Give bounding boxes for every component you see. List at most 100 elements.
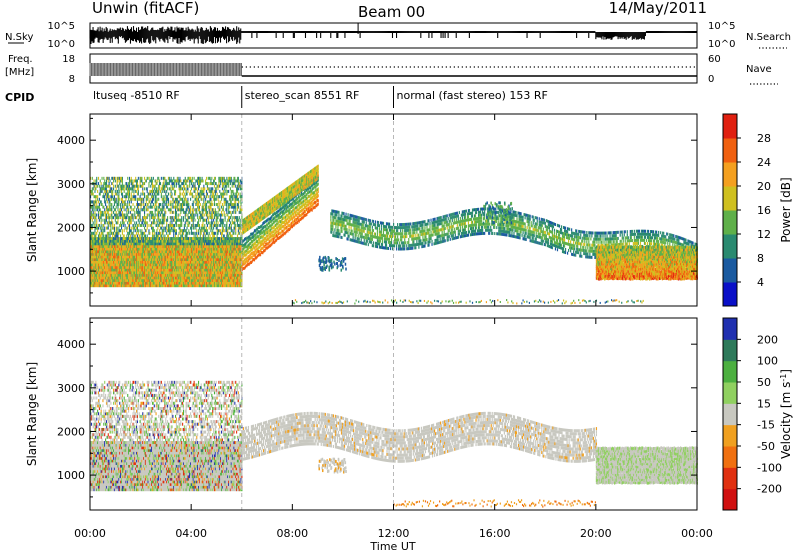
echo-cell <box>159 242 162 246</box>
echo-cell <box>159 281 161 285</box>
echo-cell <box>122 187 124 191</box>
echo-cell <box>202 273 204 277</box>
echo-cell <box>150 203 152 207</box>
echo-cell <box>130 182 132 186</box>
echo-cell <box>164 276 166 280</box>
echo-cell <box>190 242 193 246</box>
echo-cell <box>172 197 174 201</box>
echo-cell <box>182 247 184 251</box>
echo-cell <box>185 276 187 280</box>
echo-cell <box>122 252 124 256</box>
echo-cell <box>126 258 128 261</box>
echo-cell <box>171 284 173 288</box>
echo-cell <box>205 192 208 196</box>
echo-cell <box>131 260 133 264</box>
echo-cell <box>116 182 118 186</box>
echo-cell <box>168 223 170 227</box>
echo-cell <box>104 229 106 233</box>
echo-cell <box>186 242 188 246</box>
echo-cell <box>201 237 203 241</box>
echo-cell <box>94 271 96 275</box>
echo-cell <box>196 229 198 233</box>
echo-cell <box>131 263 133 267</box>
echo-cell <box>97 252 99 256</box>
echo-cell <box>149 218 151 222</box>
echo-cell <box>141 284 143 288</box>
echo-cell <box>202 223 204 227</box>
echo-cell <box>184 268 186 272</box>
echo-cell <box>204 223 206 227</box>
echo-cells <box>90 164 698 305</box>
echo-cell <box>142 197 144 201</box>
echo-cell <box>156 281 158 285</box>
echo-cell <box>204 239 206 243</box>
echo-cell <box>183 203 185 207</box>
echo-cell <box>179 197 181 201</box>
echo-cell <box>93 195 95 199</box>
echo-cell <box>202 203 204 207</box>
echo-cell <box>190 255 193 259</box>
echo-cell <box>158 223 160 227</box>
echo-cell <box>140 273 142 277</box>
echo-cell <box>120 200 123 204</box>
echo-cell <box>197 239 199 243</box>
echo-cell <box>96 237 98 241</box>
echo-cell <box>127 273 129 277</box>
echo-cell <box>128 208 130 212</box>
echo-cell <box>130 242 132 246</box>
echo-cell <box>149 263 151 267</box>
echo-cell <box>197 258 199 261</box>
echo-cell <box>147 273 149 277</box>
echo-cell <box>153 234 155 238</box>
echo-cell <box>100 237 102 241</box>
echo-cell <box>110 276 112 280</box>
echo-cell <box>198 182 200 186</box>
echo-cell <box>125 184 127 188</box>
echo-cell <box>204 208 206 212</box>
echo-cell <box>157 237 159 241</box>
echo-cell <box>143 239 145 243</box>
echo-cell <box>111 231 113 235</box>
echo-cell <box>136 258 139 261</box>
echo-cell <box>121 237 123 241</box>
echo-cell <box>167 260 169 264</box>
echo-cell <box>159 205 161 209</box>
echo-cell <box>145 271 147 275</box>
echo-cell <box>205 258 208 261</box>
echo-cell <box>173 258 175 261</box>
echo-cell <box>105 216 107 220</box>
echo-cell <box>167 247 169 251</box>
echo-cell <box>197 260 200 264</box>
echo-cell <box>167 195 169 199</box>
echo-cell <box>145 278 147 282</box>
echo-cell <box>164 247 166 251</box>
echo-cell <box>102 278 104 282</box>
echo-cell <box>132 265 134 269</box>
echo-cell <box>127 255 129 259</box>
echo-cell <box>141 278 143 282</box>
echo-cell <box>174 263 176 267</box>
echo-cell <box>175 213 177 217</box>
echo-cell <box>174 179 176 183</box>
echo-cell <box>167 260 169 264</box>
echo-cell <box>119 213 121 217</box>
echo-cell <box>171 226 173 230</box>
echo-cell <box>161 239 163 243</box>
echo-cell <box>194 250 196 254</box>
echo-cell <box>192 276 194 280</box>
echo-cell <box>194 263 196 267</box>
echo-cell <box>203 268 205 272</box>
echo-cell <box>171 263 173 267</box>
echo-cell <box>204 263 206 267</box>
echo-cell <box>97 205 100 209</box>
echo-cell <box>137 242 139 246</box>
echo-cell <box>94 200 96 204</box>
echo-cell <box>160 195 162 199</box>
echo-cell <box>152 247 154 251</box>
echo-cell <box>116 179 118 183</box>
echo-cell <box>190 208 192 212</box>
echo-cell <box>136 250 138 254</box>
echo-cell <box>103 284 105 288</box>
echo-cell <box>171 260 173 264</box>
echo-cell <box>110 284 112 288</box>
